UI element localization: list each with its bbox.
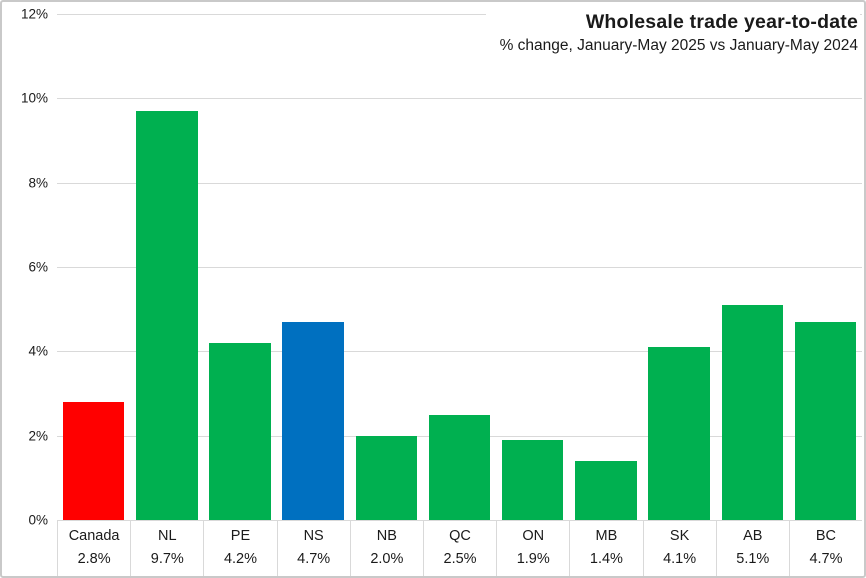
- bar-pe: [209, 342, 271, 520]
- bar-slot-qc: [423, 14, 496, 520]
- bar-slot-nb: [350, 14, 423, 520]
- category-label: ON: [522, 528, 545, 544]
- chart-title: Wholesale trade year-to-date: [585, 11, 858, 33]
- y-tick-label: 4%: [28, 343, 48, 359]
- gridline-12%: [57, 14, 862, 15]
- x-label-cell-ab: AB 5.1%: [715, 521, 789, 576]
- category-label: NL: [158, 528, 177, 544]
- x-label-cell-qc: QC 2.5%: [422, 521, 496, 576]
- value-label: 4.1%: [663, 551, 697, 567]
- gridline-4%: [57, 351, 862, 353]
- y-tick-label: 12%: [20, 6, 48, 22]
- chart-subtitle: % change, January-May 2025 vs January-Ma…: [499, 37, 858, 54]
- bar-canada: [62, 401, 125, 520]
- bar-on: [501, 439, 564, 520]
- category-label: QC: [449, 528, 471, 544]
- bar-ns: [282, 321, 344, 520]
- category-label: BC: [815, 528, 837, 544]
- plot-area: [57, 14, 862, 521]
- value-label: 4.7%: [809, 551, 843, 567]
- bar-bc: [794, 321, 857, 520]
- category-label: NS: [303, 528, 324, 544]
- value-label: 2.5%: [443, 551, 477, 567]
- bar-qc: [428, 414, 491, 520]
- value-label: 4.2%: [223, 551, 257, 567]
- x-axis-labels: Canada 2.8% NL 9.7% PE 4.2% NS 4.7% NB 2.0% QC 2.5%…: [57, 520, 862, 576]
- category-label: NB: [376, 528, 397, 544]
- value-label: 2.8%: [77, 551, 111, 567]
- category-label: PE: [230, 528, 251, 544]
- x-label-cell-sk: SK 4.1%: [642, 521, 716, 576]
- value-label: 4.7%: [297, 551, 331, 567]
- x-label-cell-mb: MB 1.4%: [569, 521, 642, 576]
- chart-header: Wholesale trade year-to-date % change, J…: [485, 8, 860, 60]
- gridline-8%: [57, 182, 862, 184]
- x-label-cell-bc: BC 4.7%: [788, 521, 862, 576]
- value-label: 5.1%: [736, 551, 770, 567]
- bar-slot-sk: [643, 14, 716, 520]
- value-label: 1.4%: [589, 551, 623, 567]
- bar-slot-ns: [277, 14, 350, 520]
- category-label: Canada: [68, 528, 120, 544]
- bar-slot-pe: [203, 14, 276, 520]
- x-label-cell-pe: PE 4.2%: [203, 521, 276, 576]
- bar-mb: [575, 460, 637, 520]
- x-label-cell-on: ON 1.9%: [496, 521, 569, 576]
- bar-slot-ab: [716, 14, 789, 520]
- bars: [57, 14, 862, 520]
- x-label-cell-nb: NB 2.0%: [349, 521, 423, 576]
- y-tick-label: 8%: [28, 175, 48, 191]
- y-tick-label: 6%: [28, 259, 48, 275]
- bar-slot-on: [496, 14, 569, 520]
- x-label-cell-ns: NS 4.7%: [276, 521, 350, 576]
- y-tick-label: 0%: [28, 512, 48, 528]
- y-axis: 12% 10% 8% 6% 4% 2% 0%: [2, 7, 48, 528]
- y-tick-label: 2%: [28, 428, 48, 444]
- x-label-cell-canada: Canada 2.8%: [57, 521, 130, 576]
- gridline-6%: [57, 267, 862, 268]
- bar-slot-bc: [789, 14, 862, 520]
- category-label: AB: [743, 528, 763, 544]
- value-label: 9.7%: [150, 551, 184, 567]
- bar-slot-mb: [569, 14, 642, 520]
- category-label: SK: [669, 528, 690, 544]
- bar-ab: [721, 304, 784, 520]
- bar-sk: [648, 347, 710, 520]
- gridline-10%: [57, 98, 862, 100]
- value-label: 1.9%: [516, 551, 550, 567]
- value-label: 2.0%: [370, 551, 404, 567]
- bar-slot-nl: [130, 14, 203, 520]
- bar-nl: [136, 110, 198, 520]
- bar-nb: [355, 435, 418, 520]
- category-label: MB: [595, 528, 618, 544]
- y-tick-label: 10%: [20, 90, 48, 106]
- x-label-cell-nl: NL 9.7%: [130, 521, 203, 576]
- bar-slot-canada: [57, 14, 130, 520]
